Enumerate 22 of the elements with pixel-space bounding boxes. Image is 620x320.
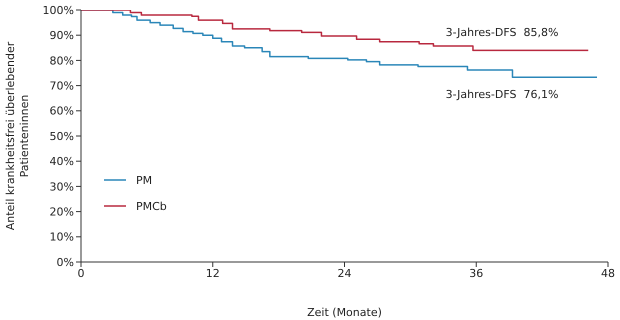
y-tick-label: 10% <box>50 230 74 244</box>
x-tick-label: 24 <box>338 266 352 280</box>
y-axis-title: Anteil krankheitsfrei überlebender Patienteninnen <box>4 41 31 230</box>
x-tick-label: 12 <box>206 266 220 280</box>
y-tick-label: 90% <box>50 29 74 42</box>
y-tick-label: 100% <box>42 4 74 17</box>
annotation: 3-Jahres-DFS 85,8% <box>446 26 558 39</box>
annotation: 3-Jahres-DFS 76,1% <box>446 88 558 101</box>
y-tick-label: 20% <box>50 206 74 219</box>
y-tick-label: 70% <box>50 80 74 93</box>
y-tick-label: 40% <box>50 155 74 168</box>
legend-label: PMCb <box>136 200 167 213</box>
y-tick-label: 30% <box>50 180 74 194</box>
y-tick-label: 50% <box>50 130 74 143</box>
y-tick-label: 80% <box>50 54 74 68</box>
x-tick-label: 0 <box>78 266 84 280</box>
y-tick-label: 60% <box>50 104 74 118</box>
y-tick-label: 0% <box>56 256 74 269</box>
x-axis-title: Zeit (Monate) <box>307 306 382 319</box>
x-tick-label: 36 <box>469 266 484 280</box>
x-tick-label: 48 <box>601 266 615 280</box>
legend-label: PM <box>136 174 152 187</box>
